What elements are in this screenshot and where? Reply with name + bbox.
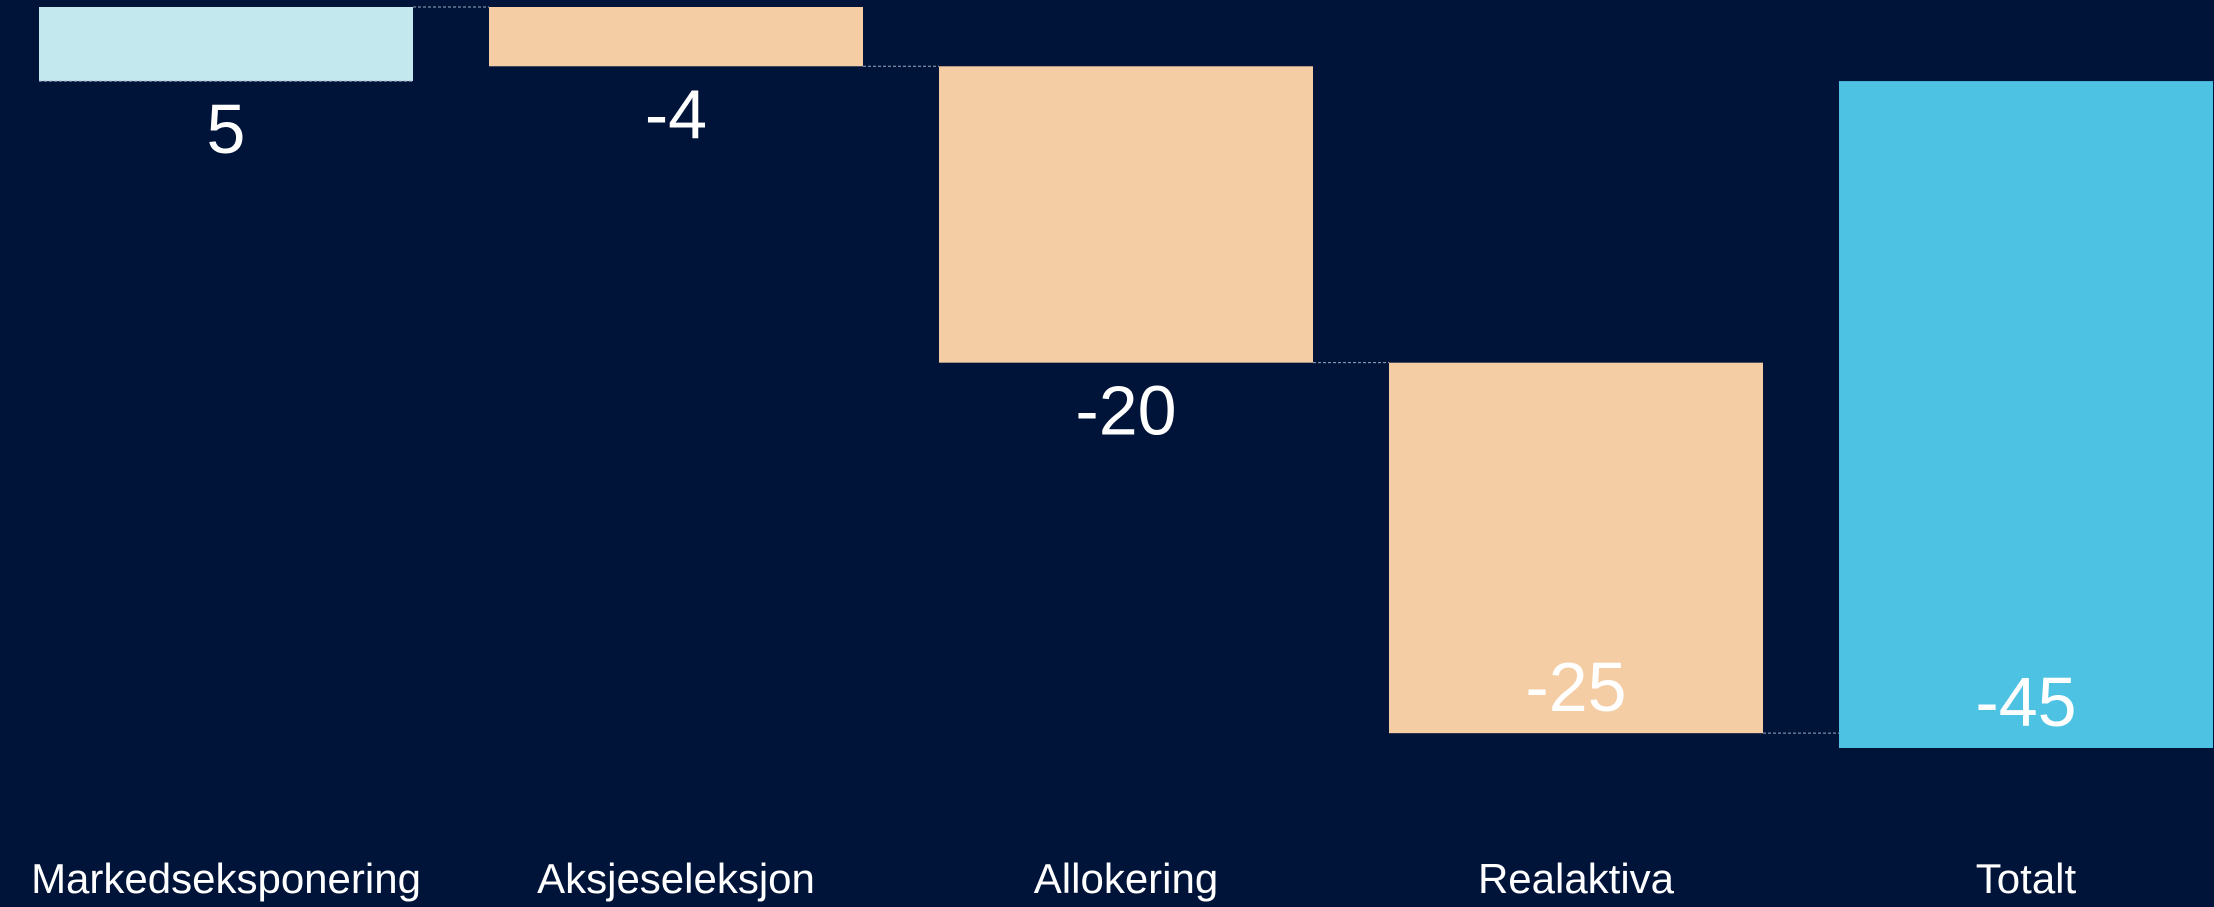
category-label-4: Totalt — [1976, 855, 2077, 902]
category-label-0: Markedseksponering — [31, 855, 421, 902]
bar-1 — [489, 7, 863, 67]
value-label-1: -4 — [645, 75, 707, 153]
value-label-3: -25 — [1525, 648, 1626, 726]
bar-0 — [39, 7, 413, 82]
bar-2 — [939, 66, 1313, 363]
category-label-3: Realaktiva — [1478, 855, 1675, 902]
category-label-1: Aksjeseleksjon — [537, 855, 815, 902]
category-label-2: Allokering — [1034, 855, 1218, 902]
bar-4 — [1839, 81, 2213, 749]
bar-3 — [1389, 362, 1763, 734]
value-label-2: -20 — [1075, 372, 1176, 450]
value-label-4: -45 — [1975, 663, 2076, 741]
value-label-0: 5 — [207, 90, 246, 168]
